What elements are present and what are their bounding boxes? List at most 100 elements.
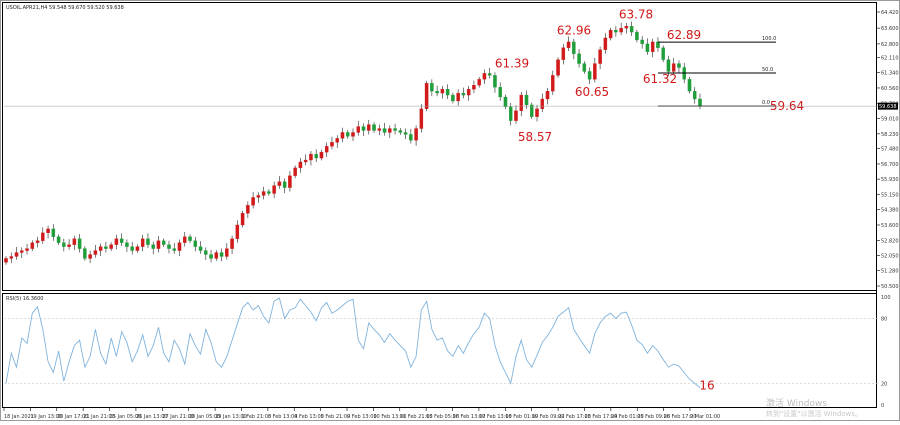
candle — [624, 23, 629, 34]
candle — [93, 245, 98, 258]
bullish-candle-body — [377, 128, 382, 131]
price-tick-label: 64.420 — [881, 10, 899, 16]
time-tick-label: 17 Feb 13:00 — [479, 414, 512, 420]
watermark-title: 激活 Windows — [766, 397, 827, 409]
candle — [698, 93, 702, 110]
bearish-candle-body — [372, 124, 376, 131]
bullish-candle-body — [98, 246, 103, 251]
candle — [77, 234, 82, 253]
candle — [98, 243, 103, 257]
bullish-candle-body — [303, 159, 308, 163]
bearish-candle-body — [524, 94, 529, 106]
candle — [508, 102, 513, 126]
price-annotation: 62.96 — [557, 24, 591, 38]
price-tick-label: 62.110 — [881, 55, 899, 61]
candle — [319, 149, 324, 161]
candle — [466, 86, 471, 101]
candle — [214, 250, 219, 261]
price-annotation: 62.89 — [667, 28, 701, 42]
bullish-candle-body — [14, 252, 19, 257]
bearish-candle-body — [445, 89, 450, 96]
bullish-candle-body — [135, 246, 140, 251]
bullish-candle-body — [324, 146, 329, 153]
time-tick-label: 3 Feb 13:00 — [268, 414, 298, 420]
bearish-candle-body — [146, 238, 150, 245]
bullish-candle-body — [309, 153, 313, 161]
candle — [135, 244, 140, 253]
bullish-candle-body — [356, 126, 361, 133]
candle — [435, 85, 439, 97]
bullish-candle-body — [225, 248, 229, 257]
bullish-candle-body — [556, 59, 560, 76]
time-tick-label: 29 Jan 13:00 — [215, 414, 247, 420]
candle — [4, 256, 8, 265]
candle — [377, 124, 382, 136]
candle — [204, 247, 208, 261]
bearish-candle-body — [219, 252, 224, 257]
candle — [498, 82, 502, 101]
candle — [530, 102, 534, 120]
bullish-candle-body — [251, 197, 255, 206]
bullish-candle-body — [351, 132, 355, 137]
bullish-candle-body — [214, 252, 219, 259]
candle — [88, 250, 92, 264]
candle — [335, 135, 339, 148]
price-annotation: 63.78 — [619, 8, 653, 22]
time-tick-label: 2 Mar 01:00 — [690, 414, 720, 420]
candle — [635, 29, 639, 43]
candle — [640, 36, 644, 49]
bullish-candle-body — [535, 108, 539, 117]
bearish-candle-body — [435, 90, 439, 94]
candle — [151, 241, 155, 255]
candle — [46, 225, 50, 239]
candle — [167, 240, 171, 254]
price-tick-label: 50.500 — [881, 284, 899, 290]
candle — [361, 123, 366, 137]
time-tick-label: 28 Jan 05:00 — [189, 414, 221, 420]
bullish-candle-body — [519, 94, 523, 111]
candle — [519, 91, 523, 117]
fib-level-label: 50.0 — [762, 67, 773, 73]
candle — [388, 125, 392, 138]
candle — [572, 38, 576, 60]
rsi-tick-label: 80 — [881, 317, 887, 323]
candle — [482, 69, 487, 85]
candle — [477, 76, 481, 88]
candle — [566, 36, 571, 51]
bearish-candle-body — [62, 242, 66, 247]
rsi-line: 16 — [5, 297, 715, 393]
bearish-candle-body — [409, 134, 413, 141]
bearish-candle-body — [666, 59, 671, 72]
price-tick-label: 57.480 — [881, 147, 899, 153]
bearish-candle-body — [587, 71, 592, 80]
time-tick-label: 10 Feb 13:00 — [373, 414, 406, 420]
rsi-tick-label: 100 — [881, 295, 891, 301]
candle — [219, 248, 224, 262]
time-tick-label: 11 Feb 21:00 — [400, 414, 433, 420]
bearish-candle-body — [83, 248, 87, 259]
current-price-marker: 59.638 — [4, 102, 898, 110]
bullish-candle-body — [466, 89, 471, 96]
candle — [130, 241, 134, 255]
bearish-candle-body — [130, 246, 134, 251]
bearish-candle-body — [577, 53, 581, 64]
candle — [619, 22, 623, 36]
candle — [556, 57, 560, 78]
rsi-header: RSI(5) 16.3600 — [6, 296, 43, 302]
bullish-candle-body — [388, 128, 392, 133]
candle — [540, 93, 545, 112]
bullish-candle-body — [330, 142, 334, 147]
candle — [62, 238, 66, 252]
price-tick-label: 55.150 — [881, 192, 899, 198]
bullish-candle-body — [35, 240, 40, 243]
bullish-candle-body — [514, 110, 518, 121]
price-axis: 64.42063.60062.80062.11061.34060.56059.7… — [877, 10, 899, 290]
time-tick-label: 26 Jan 13:00 — [136, 414, 168, 420]
candle — [56, 234, 61, 246]
candle — [419, 104, 424, 133]
candle — [293, 165, 297, 179]
bearish-candle-body — [629, 26, 634, 33]
candle — [587, 67, 592, 85]
bearish-candle-body — [209, 254, 213, 259]
